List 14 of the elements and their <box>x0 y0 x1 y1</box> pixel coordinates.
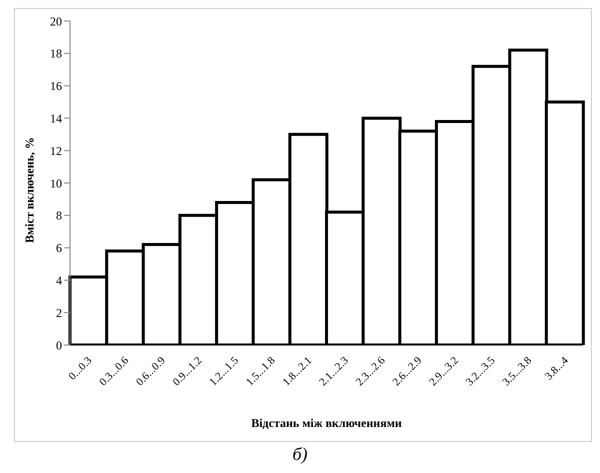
y-tick-label: 20 <box>50 14 62 28</box>
y-tick-label: 4 <box>56 273 62 288</box>
y-tick-label: 16 <box>50 79 62 94</box>
y-tick-label: 18 <box>50 46 62 61</box>
y-tick-label: 0 <box>56 338 62 352</box>
y-tick-label: 2 <box>56 306 62 320</box>
y-axis-title: Вміст включень, % <box>22 137 36 243</box>
y-tick-label: 8 <box>56 208 62 223</box>
y-tick-label: 10 <box>50 176 62 190</box>
y-tick-label: 12 <box>50 144 62 158</box>
y-tick-label: 14 <box>50 111 62 126</box>
x-axis-title: Відстань між включеннями <box>251 416 402 430</box>
y-tick-label: 6 <box>56 241 62 256</box>
text: б) <box>291 444 309 465</box>
